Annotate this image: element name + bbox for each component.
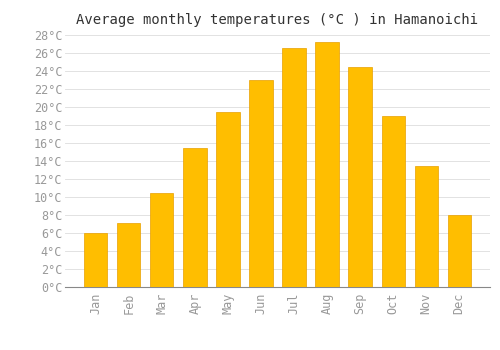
Title: Average monthly temperatures (°C ) in Hamanoichi: Average monthly temperatures (°C ) in Ha… bbox=[76, 13, 478, 27]
Bar bbox=[250, 80, 272, 287]
Bar bbox=[118, 223, 141, 287]
Bar bbox=[316, 42, 338, 287]
Bar bbox=[348, 66, 372, 287]
Bar bbox=[414, 166, 438, 287]
Bar bbox=[184, 147, 206, 287]
Bar bbox=[216, 112, 240, 287]
Bar bbox=[150, 193, 174, 287]
Bar bbox=[84, 233, 108, 287]
Bar bbox=[382, 116, 404, 287]
Bar bbox=[448, 215, 470, 287]
Bar bbox=[282, 48, 306, 287]
